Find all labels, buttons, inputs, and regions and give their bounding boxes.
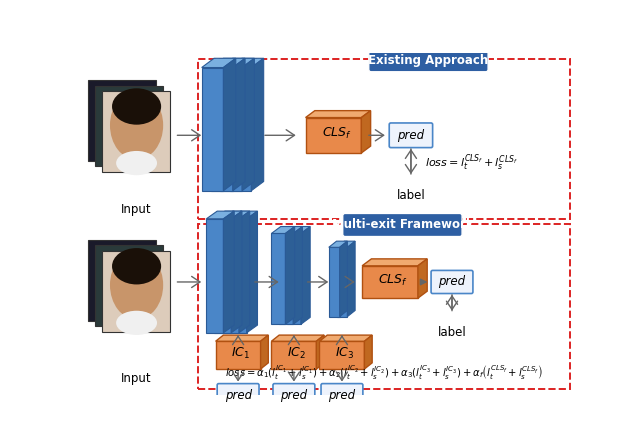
Text: Multi-exit Framework: Multi-exit Framework — [332, 218, 473, 231]
Polygon shape — [271, 226, 294, 234]
Polygon shape — [216, 341, 260, 369]
Text: pred: pred — [397, 129, 424, 142]
Polygon shape — [222, 211, 250, 219]
Bar — [102, 251, 170, 332]
Polygon shape — [271, 234, 285, 324]
Polygon shape — [246, 211, 257, 333]
Polygon shape — [293, 226, 303, 324]
FancyBboxPatch shape — [273, 384, 315, 407]
Ellipse shape — [116, 151, 157, 175]
FancyBboxPatch shape — [343, 214, 462, 237]
Polygon shape — [271, 341, 316, 369]
Text: pred: pred — [280, 388, 307, 402]
Bar — [95, 246, 163, 326]
Polygon shape — [216, 335, 268, 341]
FancyBboxPatch shape — [369, 49, 488, 72]
Polygon shape — [337, 241, 355, 247]
Polygon shape — [362, 266, 418, 298]
Polygon shape — [202, 67, 223, 191]
Polygon shape — [214, 219, 231, 333]
Polygon shape — [223, 58, 236, 191]
Polygon shape — [418, 259, 428, 298]
Polygon shape — [285, 226, 294, 324]
Polygon shape — [362, 111, 371, 153]
Polygon shape — [206, 219, 223, 333]
Polygon shape — [242, 58, 254, 191]
Polygon shape — [230, 58, 264, 67]
Polygon shape — [222, 219, 239, 333]
Polygon shape — [211, 67, 233, 191]
Text: Input: Input — [120, 203, 151, 216]
Polygon shape — [305, 111, 371, 118]
Polygon shape — [230, 219, 246, 333]
Polygon shape — [233, 58, 245, 191]
Ellipse shape — [112, 88, 161, 125]
Polygon shape — [271, 335, 324, 341]
Polygon shape — [220, 67, 242, 191]
Polygon shape — [260, 335, 268, 369]
Bar — [102, 91, 170, 172]
Polygon shape — [337, 247, 348, 317]
Text: pred: pred — [438, 275, 465, 289]
Polygon shape — [223, 211, 234, 333]
Polygon shape — [214, 211, 242, 219]
Ellipse shape — [116, 311, 157, 335]
Text: $CLS_f$: $CLS_f$ — [322, 126, 351, 141]
Polygon shape — [239, 211, 250, 333]
Text: label: label — [438, 326, 467, 339]
Polygon shape — [319, 341, 364, 369]
Polygon shape — [279, 226, 303, 234]
Bar — [198, 59, 570, 219]
Polygon shape — [211, 58, 245, 67]
Text: pred: pred — [225, 388, 252, 402]
Bar — [198, 224, 570, 389]
Polygon shape — [279, 234, 293, 324]
Polygon shape — [329, 241, 348, 247]
FancyBboxPatch shape — [217, 384, 259, 407]
Polygon shape — [316, 335, 324, 369]
Text: pred: pred — [328, 388, 355, 402]
Bar — [88, 240, 156, 321]
Polygon shape — [305, 118, 362, 153]
Bar — [88, 80, 156, 161]
Polygon shape — [348, 241, 355, 317]
FancyBboxPatch shape — [389, 123, 433, 147]
Polygon shape — [319, 335, 372, 341]
Polygon shape — [287, 226, 310, 234]
Polygon shape — [362, 259, 428, 266]
Polygon shape — [287, 234, 301, 324]
Polygon shape — [231, 211, 242, 333]
FancyBboxPatch shape — [321, 384, 363, 407]
Polygon shape — [329, 247, 340, 317]
Polygon shape — [220, 58, 254, 67]
Polygon shape — [252, 58, 264, 191]
Ellipse shape — [110, 251, 163, 319]
Ellipse shape — [110, 91, 163, 160]
Polygon shape — [230, 211, 257, 219]
Text: Existing Approach: Existing Approach — [368, 54, 488, 67]
Polygon shape — [340, 241, 348, 317]
FancyBboxPatch shape — [431, 270, 473, 293]
Text: $loss = \alpha_1(l_t^{IC_1} + l_s^{IC_1}) + \alpha_2(l_t^{IC_2} + l_s^{IC_2}) + : $loss = \alpha_1(l_t^{IC_1} + l_s^{IC_1}… — [225, 363, 543, 381]
Text: Input: Input — [120, 372, 151, 385]
Text: $CLS_f$: $CLS_f$ — [378, 273, 408, 288]
Text: $IC_2$: $IC_2$ — [287, 346, 306, 361]
Text: $loss = l_t^{CLS_f} + l_s^{CLS_f}$: $loss = l_t^{CLS_f} + l_s^{CLS_f}$ — [425, 152, 518, 173]
Polygon shape — [364, 335, 372, 369]
Polygon shape — [206, 211, 234, 219]
Text: $IC_3$: $IC_3$ — [335, 346, 354, 361]
Polygon shape — [230, 67, 252, 191]
Bar — [95, 86, 163, 166]
Text: label: label — [397, 189, 426, 202]
Polygon shape — [202, 58, 236, 67]
Text: $IC_1$: $IC_1$ — [231, 346, 250, 361]
Ellipse shape — [112, 248, 161, 285]
Polygon shape — [301, 226, 310, 324]
